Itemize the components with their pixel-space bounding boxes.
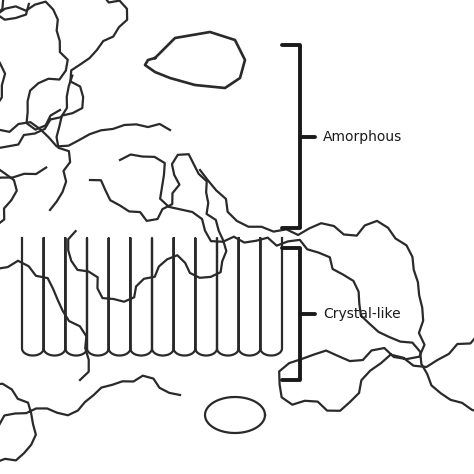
Text: Amorphous: Amorphous [323,129,402,144]
Text: Crystal-like: Crystal-like [323,307,401,321]
